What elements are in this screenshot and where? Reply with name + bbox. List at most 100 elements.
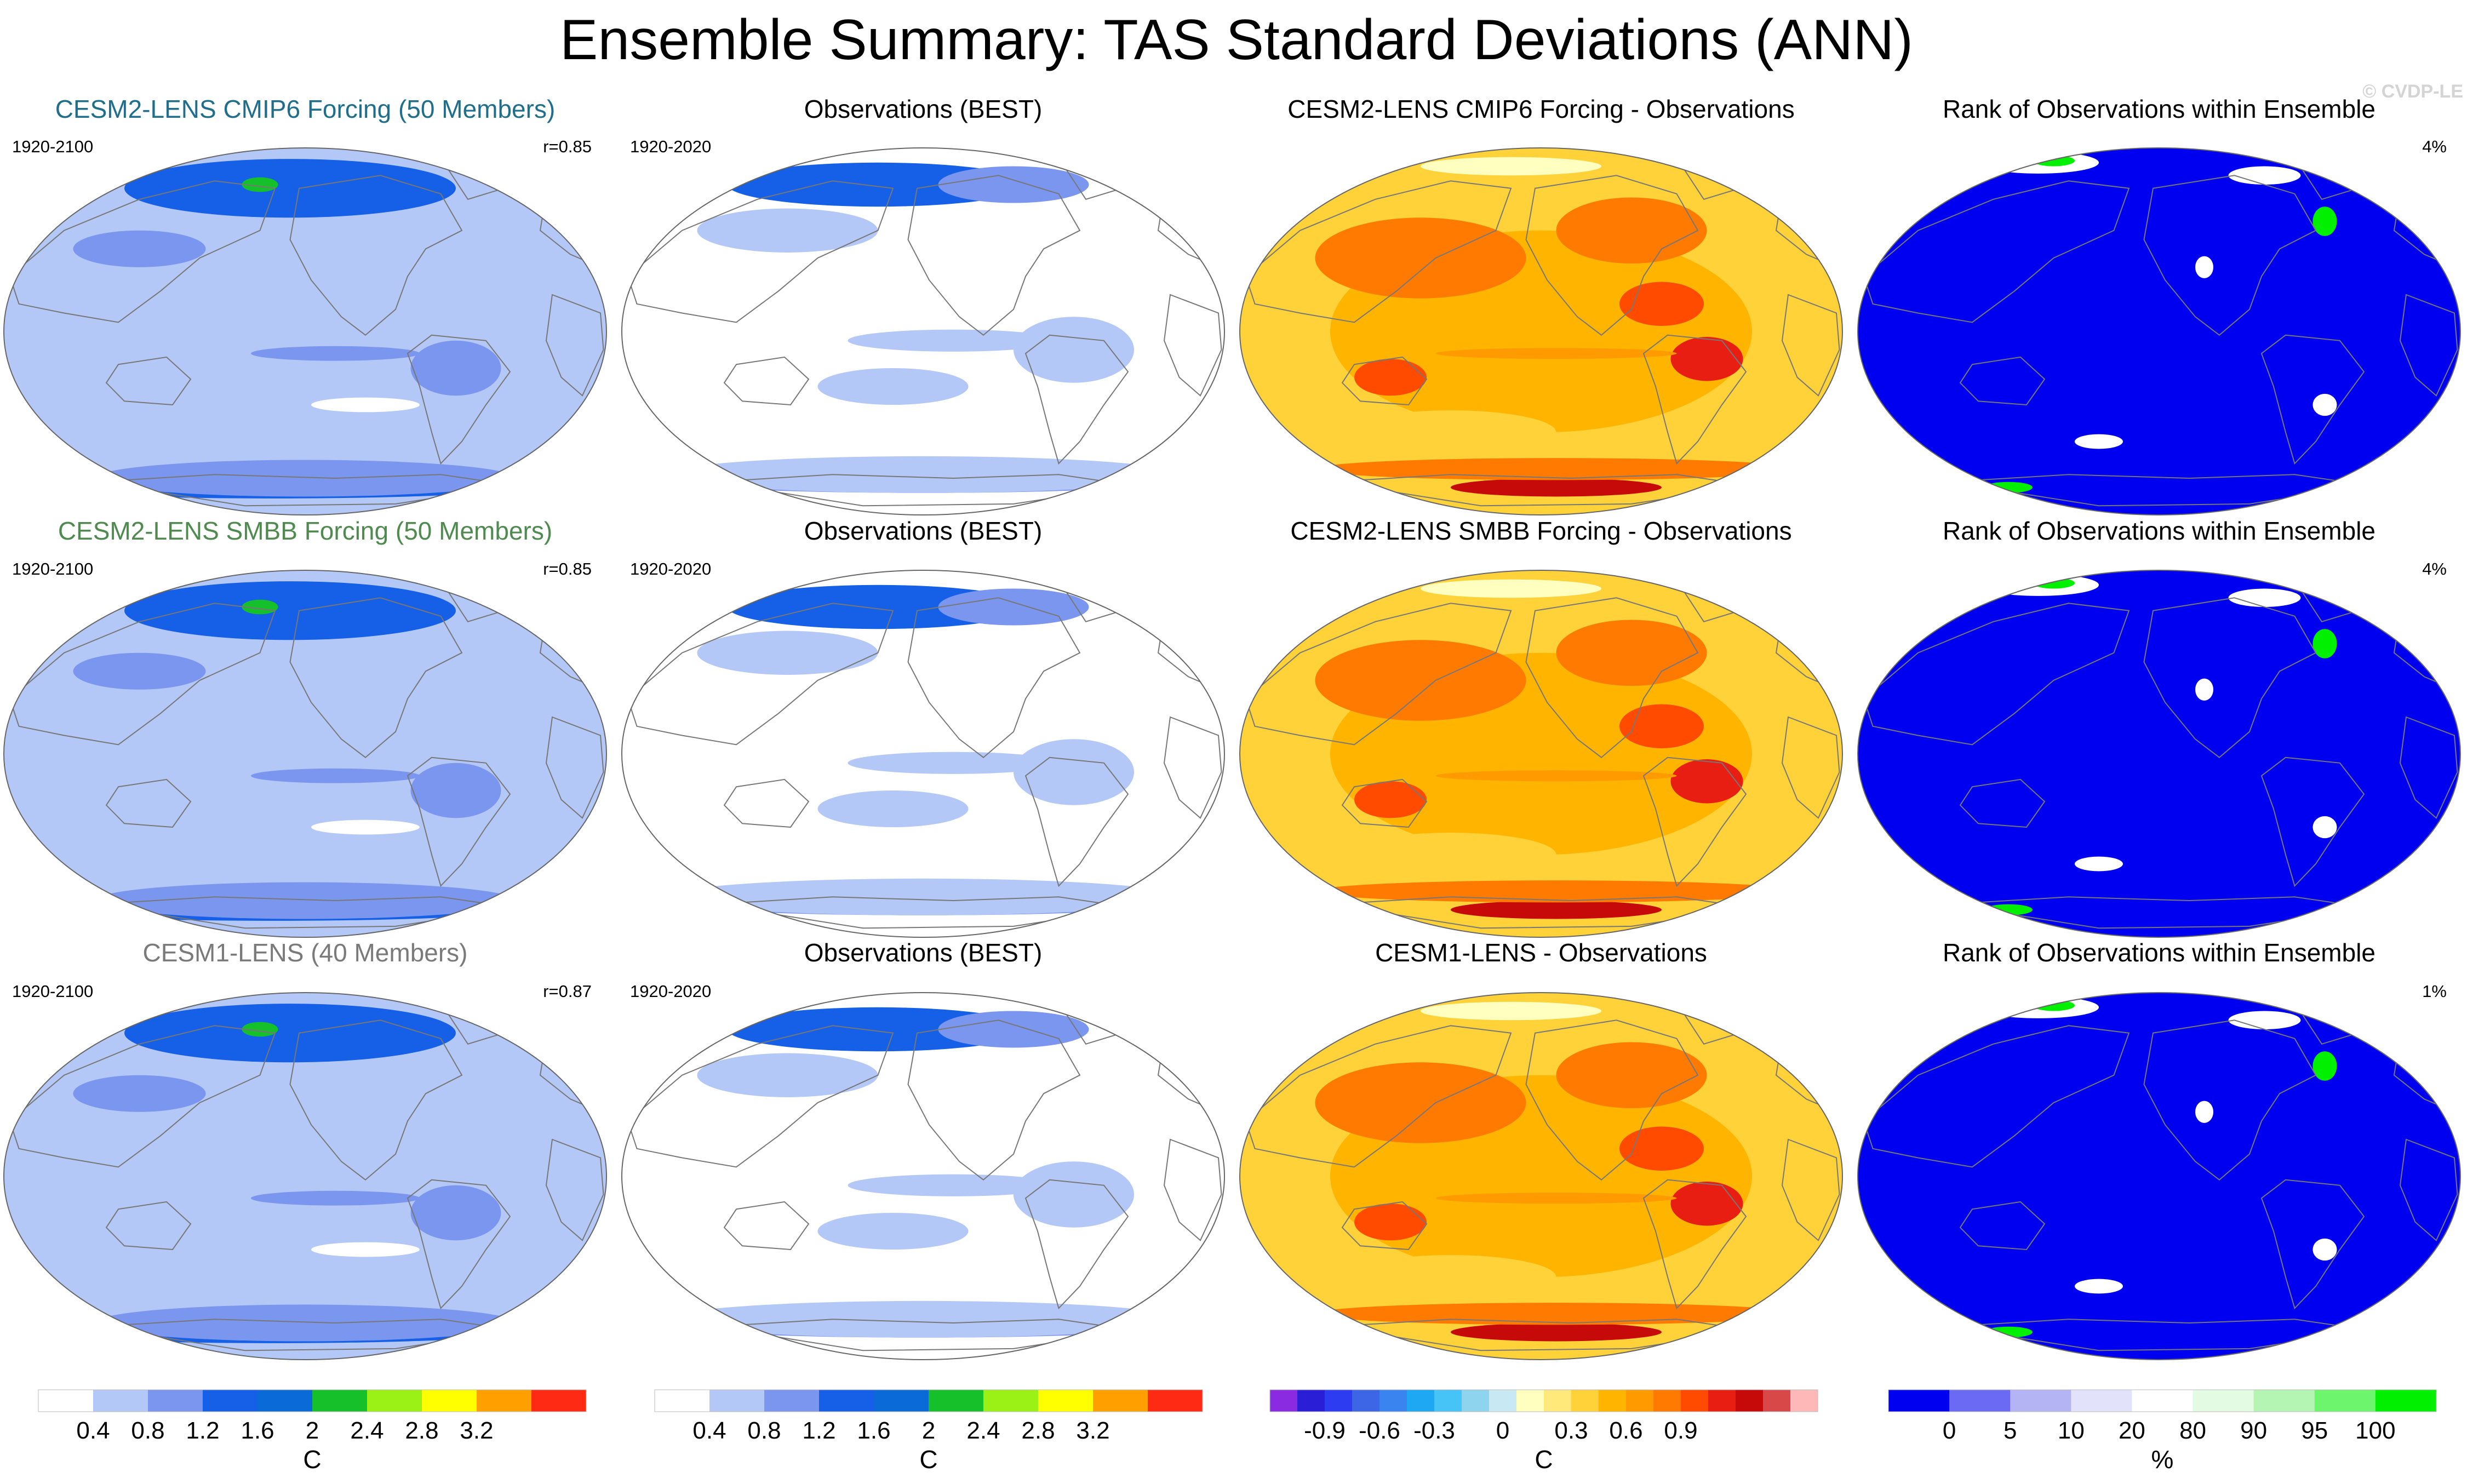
field-patch-r3-rank-5 — [2075, 1279, 2123, 1294]
field-patch-r1-model-5 — [410, 340, 501, 396]
field-patch-r3-diff-5 — [1435, 1193, 1677, 1204]
coastline-antarctica — [712, 896, 1135, 929]
map-r3-obs — [621, 992, 1225, 1360]
colorbar-rank-units: % — [2151, 1445, 2174, 1474]
coastline-namerica — [907, 1019, 1081, 1181]
colorbar-stddev-model-swatch-1 — [93, 1390, 148, 1412]
field-patch-r2-model-2 — [251, 768, 420, 783]
coastline-africa — [1781, 294, 1840, 397]
field-patch-r3-rank-8 — [2346, 1321, 2394, 1332]
colorbar-difference-tick-2: -0.3 — [1413, 1417, 1455, 1444]
coastline-eurasia — [9, 603, 276, 746]
coastline-antarctica — [1330, 474, 1753, 507]
colorbar-stddev-obs-swatch-3 — [819, 1390, 874, 1412]
field-patch-r1-obs-1 — [938, 166, 1089, 203]
map-outline-r1-rank — [1857, 147, 2461, 515]
colorbar-stddev-obs-tick-0: 0.4 — [692, 1417, 726, 1444]
field-patch-r3-diff-10 — [1421, 1001, 1601, 1021]
coastline-africa — [545, 294, 604, 397]
coastline-australia — [1341, 356, 1428, 406]
colorbar-rank-tick-5: 90 — [2240, 1417, 2268, 1444]
colorbar-stddev-model-swatch-7 — [422, 1390, 477, 1412]
colorbar-stddev-model-tick-3: 1.6 — [241, 1417, 274, 1444]
coastline-antarctica — [1948, 474, 2371, 507]
coastline-namerica — [2143, 1019, 2317, 1181]
field-patch-r1-diff-4 — [1354, 359, 1427, 396]
colorbar-difference-swatch-19 — [1790, 1390, 1818, 1412]
colorbar-stddev-model-tick-6: 2.8 — [405, 1417, 439, 1444]
field-patch-r3-model-4 — [73, 1075, 206, 1112]
map-outline-r2-obs — [621, 570, 1225, 938]
coastline-australia — [723, 778, 810, 828]
colorbar-difference-swatch-6 — [1434, 1390, 1462, 1412]
coastline-antarctica — [94, 474, 517, 507]
field-patch-r3-diff-8 — [1345, 1255, 1556, 1299]
colorbar-rank-tick-0: 0 — [1942, 1417, 1956, 1444]
coastline-africa — [545, 1138, 604, 1241]
map-outline-r1-obs — [621, 147, 1225, 515]
colorbar-stddev-obs-swatch-4 — [874, 1390, 929, 1412]
panel-title-r2-rank: Rank of Observations within Ensemble — [1942, 517, 2376, 545]
coastline-australia — [1959, 356, 2046, 406]
field-patch-r2-diff-8 — [1345, 833, 1556, 877]
colorbar-stddev-model-tick-7: 3.2 — [460, 1417, 494, 1444]
map-r3-model — [3, 992, 607, 1360]
colorbar-difference-swatch-18 — [1763, 1390, 1791, 1412]
field-patch-r2-diff-5 — [1435, 770, 1677, 782]
colorbar-difference-swatch-0 — [1270, 1390, 1298, 1412]
field-patch-r2-model-3 — [311, 820, 420, 835]
colorbar-stddev-model-swatch-2 — [148, 1390, 203, 1412]
field-patch-r3-rank-6 — [2312, 1238, 2337, 1261]
colorbar-difference-swatch-12 — [1599, 1390, 1627, 1412]
colorbar-stddev-obs-swatch-2 — [764, 1390, 820, 1412]
field-patch-r3-diff-6 — [1451, 1323, 1662, 1342]
map-r1-diff — [1239, 147, 1843, 515]
field-patch-r2-model-1 — [242, 599, 278, 615]
colorbar-difference-tick-0: -0.9 — [1304, 1417, 1346, 1444]
coastline-samerica — [1642, 757, 1747, 887]
field-patch-r1-rank-3 — [2312, 207, 2337, 236]
panel-period-r2-model: 1920-2100 — [12, 559, 94, 578]
colorbar-stddev-obs-tick-5: 2.4 — [966, 1417, 1000, 1444]
main-title: Ensemble Summary: TAS Standard Deviation… — [560, 8, 1913, 72]
panel-period-r2-obs: 1920-2020 — [630, 559, 712, 578]
panel-title-r3-diff: CESM1-LENS - Observations — [1375, 938, 1707, 967]
field-patch-r2-obs-7 — [667, 878, 1180, 915]
panel-title-r3-model: CESM1-LENS (40 Members) — [142, 938, 468, 967]
field-patch-r1-diff-8 — [1345, 410, 1556, 455]
field-patch-r2-rank-9 — [1960, 913, 1996, 925]
panel-period-r3-obs: 1920-2020 — [630, 982, 712, 1001]
colorbar-rank-swatch-0 — [1888, 1390, 1950, 1412]
field-patch-r3-model-1 — [242, 1022, 278, 1037]
map-r2-diff — [1239, 570, 1843, 938]
coastline-africa — [1781, 1138, 1840, 1241]
field-patch-r1-obs-5 — [1014, 317, 1134, 383]
colorbar-rank-swatch-2 — [2010, 1390, 2071, 1412]
field-patch-r1-obs-4 — [817, 368, 969, 405]
coastline-namerica — [2143, 597, 2317, 758]
field-patch-r2-rank-2 — [2228, 588, 2301, 607]
coastline-eurasia — [1245, 180, 1512, 323]
colorbar-stddev-model-swatch-5 — [312, 1390, 368, 1412]
colorbar-rank-swatch-3 — [2071, 1390, 2132, 1412]
field-patch-r1-model-0 — [124, 159, 456, 218]
field-patch-r1-obs-2 — [697, 208, 878, 253]
field-patch-r2-obs-5 — [1014, 739, 1134, 805]
colorbar-stddev-model-swatch-6 — [367, 1390, 422, 1412]
field-patch-r1-diff-3 — [1670, 337, 1743, 381]
field-patch-r3-model-3 — [311, 1242, 420, 1257]
field-patch-r2-rank-0 — [1978, 574, 2099, 596]
coastline-antarctica — [94, 896, 517, 929]
coastline-namerica — [289, 175, 463, 336]
coastline-antarctica — [1948, 1319, 2371, 1351]
coastline-eurasia — [1863, 603, 2130, 746]
field-patch-r2-diff-3 — [1670, 759, 1743, 804]
colorbar-difference-swatch-2 — [1325, 1390, 1353, 1412]
colorbar-stddev-obs-swatch-1 — [709, 1390, 765, 1412]
colorbar-stddev-model-swatch-0 — [38, 1390, 94, 1412]
field-patch-r1-rank-5 — [2075, 434, 2123, 449]
field-patch-r3-diff-2 — [1556, 1042, 1707, 1109]
colorbar-stddev-model — [38, 1389, 587, 1412]
coastline-africa — [2399, 1138, 2458, 1241]
colorbar-difference-units: C — [1535, 1445, 1553, 1474]
